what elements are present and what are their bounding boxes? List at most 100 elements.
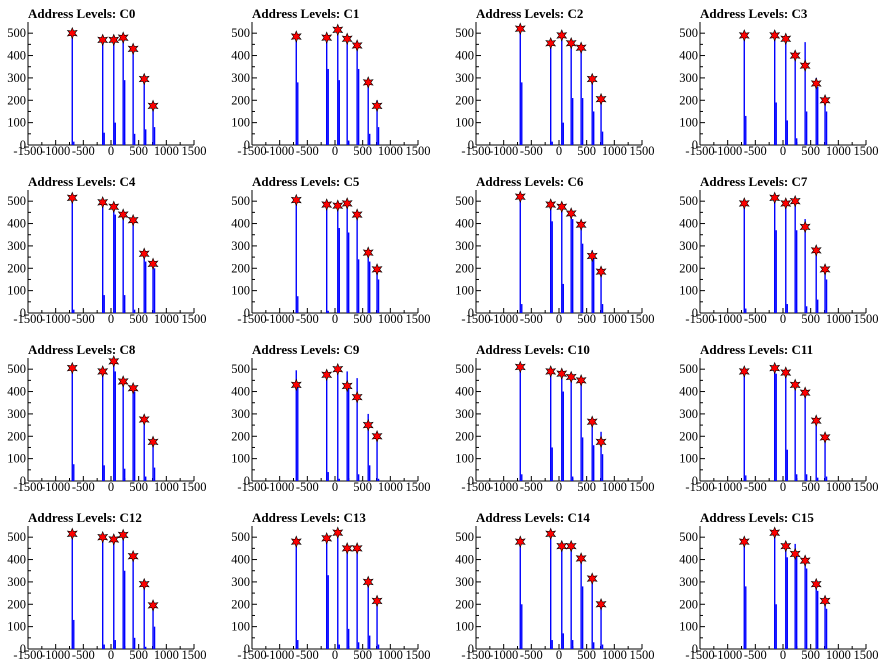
y-tick-label: 500: [231, 362, 250, 376]
y-tick-label: 100: [679, 452, 698, 466]
x-tick-label: 1000: [378, 648, 403, 662]
peak-marker: [514, 535, 526, 548]
y-tick-label: 400: [231, 49, 250, 63]
y-tick-label: 200: [455, 429, 474, 443]
x-tick-label: -500: [296, 648, 319, 662]
x-tick-label: -1000: [489, 312, 518, 326]
peak-marker: [108, 200, 120, 214]
peak-marker: [789, 49, 801, 62]
y-tick-label: 200: [679, 597, 698, 611]
x-tick-label: 1000: [154, 144, 179, 158]
y-tick-label: 500: [455, 530, 474, 544]
peak-marker: [138, 72, 150, 86]
y-tick-label: 100: [455, 284, 474, 298]
peak-marker: [738, 29, 750, 42]
y-tick-label: 500: [679, 530, 698, 544]
peak-marker: [138, 413, 150, 426]
peak-marker: [780, 32, 792, 46]
x-tick-label: 1500: [630, 648, 655, 662]
x-tick-label: 1000: [826, 312, 851, 326]
chart-title: Address Levels: C6: [476, 174, 584, 189]
chart-svg-5: Address Levels: C50100200300400500-1500-…: [231, 174, 430, 326]
x-tick-label: -500: [520, 144, 543, 158]
x-tick-label: 0: [332, 480, 338, 494]
chart-svg-15: Address Levels: C15 0 100 200 300 400 500 -1500…: [679, 510, 878, 662]
x-tick-label: -500: [520, 480, 543, 494]
y-tick-label: 0: [20, 642, 26, 656]
y-tick-label: 500: [7, 362, 26, 376]
peak-marker: [789, 378, 801, 392]
peak-marker: [97, 195, 109, 209]
chart-svg-9: Address Levels: C90100200300400500-1500-…: [231, 342, 430, 494]
x-tick-label: -500: [296, 144, 319, 158]
chart-svg-12: Address Levels: C12 0 100 200 300 400 500 -1500…: [7, 510, 206, 662]
peak-marker: [117, 528, 129, 542]
x-tick-label: -1000: [489, 480, 518, 494]
peak-marker: [810, 244, 822, 257]
peak-marker: [545, 365, 557, 378]
peak-marker: [332, 526, 344, 540]
x-tick-label: -500: [744, 648, 767, 662]
y-tick-label: 100: [231, 620, 250, 634]
y-tick-label: 0: [692, 306, 698, 320]
x-tick-label: 1500: [854, 312, 879, 326]
chart-panel-6: Address Levels: C6 0 100 200 300 400 500 -1500-…: [448, 168, 672, 336]
x-tick-label: -1500: [461, 648, 490, 662]
peak-marker: [789, 194, 801, 208]
x-tick-label: -1000: [265, 648, 294, 662]
x-tick-label: 500: [129, 648, 148, 662]
x-tick-label: 1000: [378, 480, 403, 494]
x-tick-label: 1000: [154, 312, 179, 326]
peak-marker: [738, 197, 750, 210]
x-tick-label: 0: [332, 144, 338, 158]
y-tick-label: 300: [679, 239, 698, 253]
peak-marker: [545, 527, 557, 541]
y-tick-label: 200: [7, 429, 26, 443]
x-tick-label: -1000: [713, 312, 742, 326]
x-tick-label: 500: [801, 144, 820, 158]
peak-marker: [321, 198, 333, 211]
peak-marker: [769, 361, 781, 375]
chart-title: Address Levels: C5: [252, 174, 360, 189]
peak-marker: [371, 429, 383, 443]
peak-marker: [97, 530, 109, 544]
x-tick-label: -500: [72, 144, 95, 158]
x-tick-label: -1000: [713, 480, 742, 494]
y-tick-label: 500: [231, 530, 250, 544]
x-tick-label: 1000: [826, 144, 851, 158]
x-tick-label: 1500: [182, 312, 207, 326]
peak-marker: [586, 572, 598, 585]
y-tick-label: 0: [244, 642, 250, 656]
chart-svg-1: Address Levels: C10100200300400500-1500-…: [231, 6, 430, 158]
peak-marker: [66, 527, 78, 541]
peak-marker: [290, 193, 302, 207]
x-tick-label: 1500: [854, 144, 879, 158]
y-tick-label: 0: [244, 306, 250, 320]
chart-svg-8: Address Levels: C80100200300400500-1500-…: [7, 342, 206, 494]
peak-marker: [147, 99, 159, 113]
x-tick-label: 1500: [406, 648, 431, 662]
x-tick-label: -1500: [685, 648, 714, 662]
peak-marker: [290, 378, 302, 392]
y-tick-label: 500: [455, 194, 474, 208]
x-tick-label: 0: [108, 144, 114, 158]
x-tick-label: -1500: [685, 312, 714, 326]
x-tick-label: -500: [72, 480, 95, 494]
peak-marker: [147, 599, 159, 612]
x-tick-label: -1000: [265, 144, 294, 158]
peak-marker: [351, 390, 363, 404]
chart-panel-15: Address Levels: C15 0 100 200 300 400 500 -1500…: [672, 504, 896, 672]
peak-marker: [799, 220, 811, 234]
y-tick-label: 100: [231, 452, 250, 466]
chart-svg-13: Address Levels: C13 0 100 200 300 400 500 -1500…: [231, 510, 431, 662]
x-tick-label: 1500: [182, 144, 207, 158]
x-tick-label: 500: [577, 648, 596, 662]
x-tick-label: 0: [556, 648, 562, 662]
chart-panel-7: Address Levels: C7 0 100 200 300 400 500 -1500-…: [672, 168, 896, 336]
y-tick-label: 200: [231, 597, 250, 611]
y-tick-label: 300: [679, 407, 698, 421]
y-tick-label: 500: [679, 26, 698, 40]
peak-marker: [290, 535, 302, 548]
peak-marker: [138, 247, 150, 261]
y-tick-label: 200: [679, 261, 698, 275]
